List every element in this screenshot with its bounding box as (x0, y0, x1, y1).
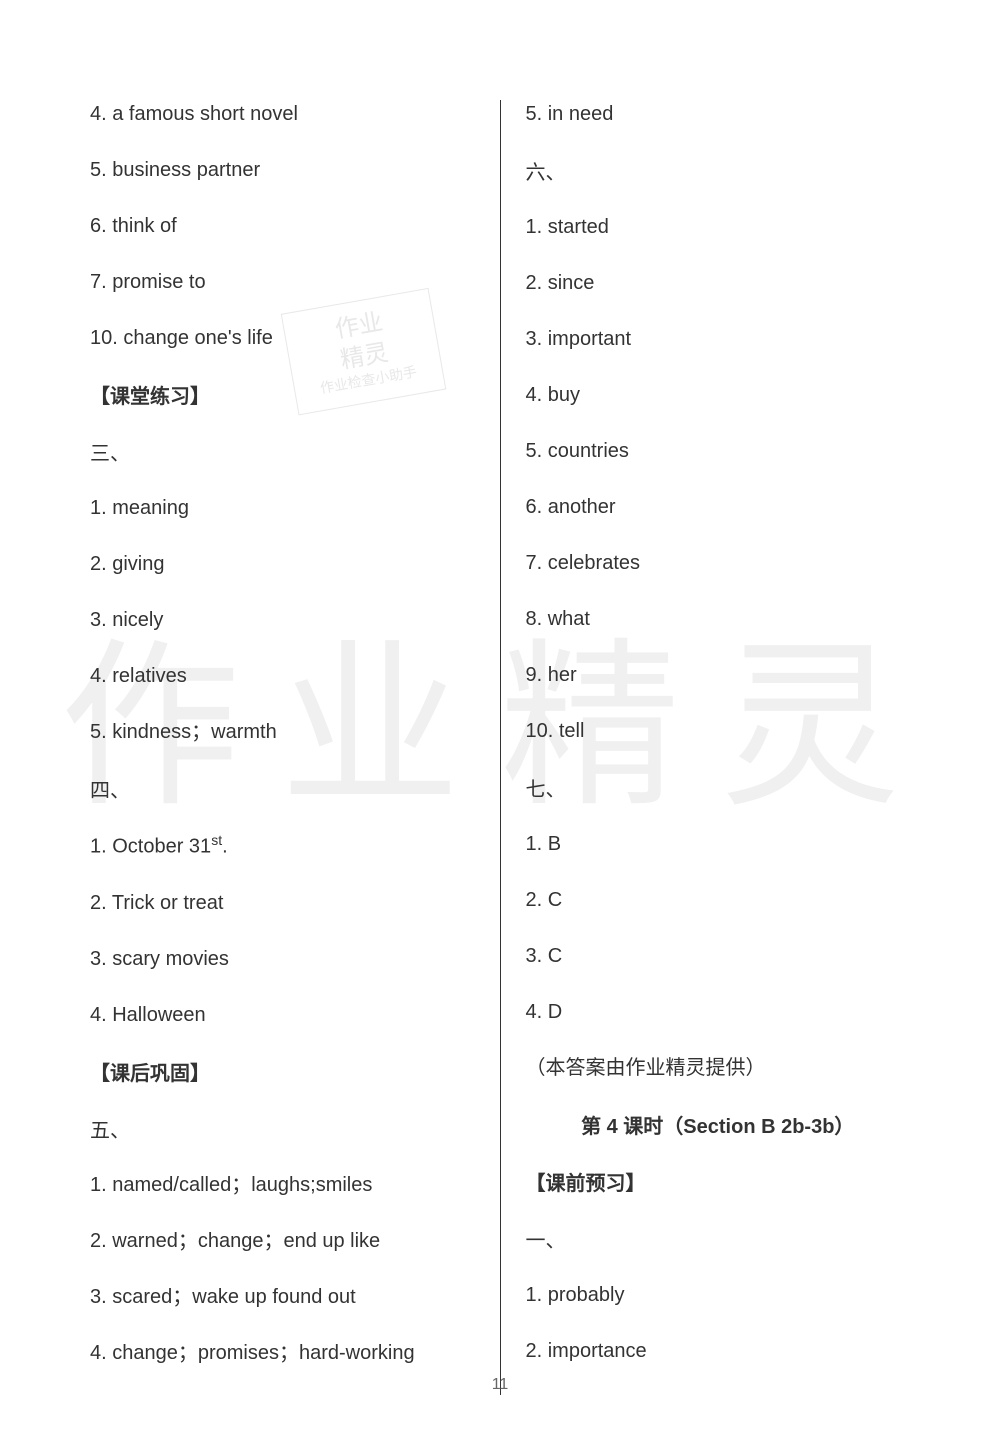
answer-item: 3. important (526, 325, 911, 353)
answer-item: 4. change；promises；hard-working (90, 1339, 475, 1367)
left-column: 4. a famous short novel 5. business part… (80, 100, 501, 1395)
answer-item: 3. nicely (90, 606, 475, 634)
lesson-title: 第 4 课时（Section B 2b-3b） (526, 1110, 911, 1139)
section-three-label: 三、 (90, 437, 475, 466)
section-four-label: 四、 (90, 774, 475, 803)
answer-item: 1. probably (526, 1281, 911, 1309)
answer-item: 4. buy (526, 381, 911, 409)
answer-item: 1. named/called；laughs;smiles (90, 1171, 475, 1199)
ordinal-sup: st (211, 832, 222, 848)
answer-item: 2. giving (90, 550, 475, 578)
answer-item: 10. tell (526, 717, 911, 745)
section-header-preview: 【课前预习】 (526, 1167, 911, 1196)
answer-item: 1. B (526, 830, 911, 858)
answer-item: 9. her (526, 661, 911, 689)
answer-item: 2. importance (526, 1337, 911, 1365)
answer-item: 7. celebrates (526, 549, 911, 577)
section-header-homework: 【课后巩固】 (90, 1057, 475, 1086)
answer-item: 2. warned；change；end up like (90, 1227, 475, 1255)
answer-item: 1. October 31st. (90, 831, 475, 861)
answer-text: 1. October 31 (90, 836, 211, 858)
answer-item: 7. promise to (90, 268, 475, 296)
answer-item: 6. another (526, 493, 911, 521)
answer-item: 1. meaning (90, 494, 475, 522)
answer-item: 4. D (526, 998, 911, 1026)
answer-item: 4. a famous short novel (90, 100, 475, 128)
section-seven-label: 七、 (526, 773, 911, 802)
answer-item: 5. business partner (90, 156, 475, 184)
section-five-label: 五、 (90, 1114, 475, 1143)
answer-item: 5. in need (526, 100, 911, 128)
answer-item: 3. scary movies (90, 945, 475, 973)
answer-item: 2. Trick or treat (90, 889, 475, 917)
page-number: 11 (492, 1376, 509, 1394)
answer-item: 3. scared；wake up found out (90, 1283, 475, 1311)
answer-item: 5. kindness；warmth (90, 718, 475, 746)
answer-item: 2. since (526, 269, 911, 297)
answer-item: 3. C (526, 942, 911, 970)
answer-item: 5. countries (526, 437, 911, 465)
answer-suffix: . (222, 836, 228, 858)
answer-item: 8. what (526, 605, 911, 633)
answer-item: 1. started (526, 213, 911, 241)
credit-line: （本答案由作业精灵提供） (526, 1054, 911, 1082)
answer-item: 2. C (526, 886, 911, 914)
right-column: 5. in need 六、 1. started 2. since 3. imp… (501, 100, 921, 1395)
page-content: 4. a famous short novel 5. business part… (0, 0, 1000, 1435)
section-six-label: 六、 (526, 156, 911, 185)
answer-item: 4. relatives (90, 662, 475, 690)
section-header-classroom: 【课堂练习】 (90, 380, 475, 409)
answer-item: 4. Halloween (90, 1001, 475, 1029)
section-one-label: 一、 (526, 1224, 911, 1253)
answer-item: 6. think of (90, 212, 475, 240)
answer-item: 10. change one's life (90, 324, 475, 352)
